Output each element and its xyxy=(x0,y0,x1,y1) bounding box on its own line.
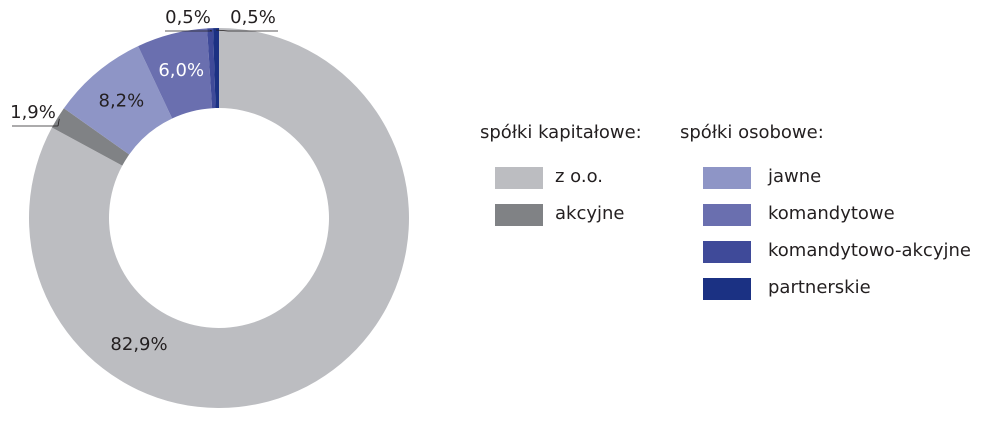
donut-slice xyxy=(28,28,409,408)
legend-swatch xyxy=(703,167,751,189)
legend-label: komandytowo-akcyjne xyxy=(768,240,971,261)
donut-slice xyxy=(63,46,173,155)
legend-swatch xyxy=(703,241,751,263)
legend-swatch xyxy=(703,278,751,300)
donut-slice xyxy=(51,108,130,166)
value-label: 8,2% xyxy=(99,90,145,111)
donut-slice xyxy=(138,28,213,119)
donut-slice xyxy=(207,28,216,109)
legend-swatch xyxy=(495,167,543,189)
legend-group-title: spółki osobowe: xyxy=(680,122,824,143)
value-label: 82,9% xyxy=(110,334,167,355)
leader-line xyxy=(209,29,213,32)
value-label: 0,5% xyxy=(230,7,276,28)
legend-label: jawne xyxy=(767,166,821,187)
legend-label: akcyjne xyxy=(555,203,625,224)
legend-swatch xyxy=(495,204,543,226)
legend-swatch xyxy=(703,204,751,226)
legend-label: komandytowe xyxy=(768,203,895,224)
donut-slice xyxy=(213,28,219,109)
leader-line xyxy=(216,29,229,32)
legend-group-title: spółki kapitałowe: xyxy=(480,122,642,143)
value-label: 0,5% xyxy=(165,7,211,28)
value-label: 6,0% xyxy=(158,60,204,81)
leader-line xyxy=(57,118,60,127)
value-label: 1,9% xyxy=(10,102,56,123)
legend-label: z o.o. xyxy=(555,166,603,187)
legend-label: partnerskie xyxy=(768,277,871,298)
